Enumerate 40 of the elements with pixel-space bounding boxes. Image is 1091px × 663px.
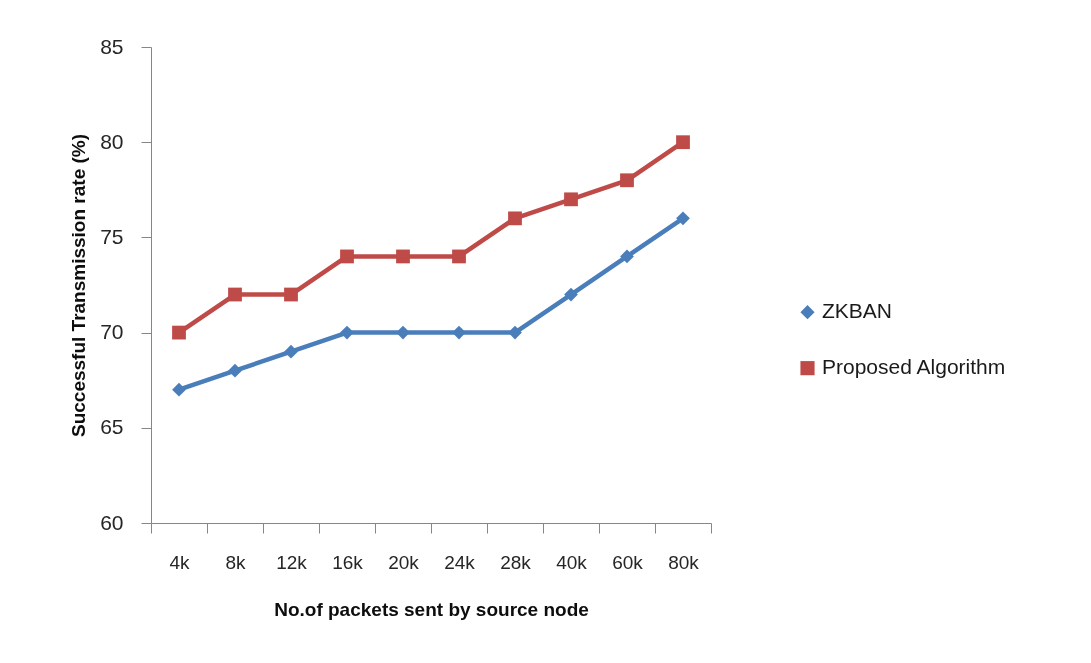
y-tick-label: 65: [100, 415, 124, 439]
x-tick-label: 40k: [556, 551, 588, 573]
y-tick-label: 85: [100, 34, 124, 58]
point: [676, 135, 690, 150]
point: [284, 287, 298, 302]
x-axis-title: No.of packets sent by source node: [274, 598, 589, 620]
point: [172, 325, 186, 340]
point: [564, 192, 578, 207]
x-tick-label: 20k: [388, 551, 420, 573]
x-tick-label: 60k: [612, 551, 644, 573]
legend-label: ZKBAN: [822, 299, 893, 323]
point: [620, 249, 634, 264]
point: [676, 211, 690, 226]
x-tick-label: 16k: [332, 551, 364, 573]
x-tick-label: 4k: [169, 551, 191, 573]
y-tick-label: 70: [100, 320, 124, 344]
point: [340, 325, 354, 340]
legend-label: Proposed Algorithm: [822, 355, 1006, 379]
point: [396, 249, 410, 264]
y-tick-label: 80: [100, 129, 124, 153]
point: [452, 325, 466, 340]
x-tick-label: 12k: [276, 551, 308, 573]
point: [396, 325, 410, 340]
x-tick-label: 28k: [500, 551, 532, 573]
y-tick-label: 60: [100, 510, 124, 534]
point: [508, 211, 522, 226]
y-axis-title: Successful Transmission rate (%): [68, 133, 90, 438]
x-tick-label: 8k: [225, 551, 247, 573]
point: [172, 382, 186, 397]
point: [620, 173, 634, 188]
point: [228, 363, 242, 378]
x-tick-label: 80k: [668, 551, 700, 573]
point: [228, 287, 242, 302]
y-tick-label: 75: [100, 224, 124, 248]
point: [340, 249, 354, 264]
point: [284, 344, 298, 359]
x-tick-label: 24k: [444, 551, 476, 573]
point: [508, 325, 522, 340]
point: [564, 287, 578, 302]
point: [452, 249, 466, 264]
